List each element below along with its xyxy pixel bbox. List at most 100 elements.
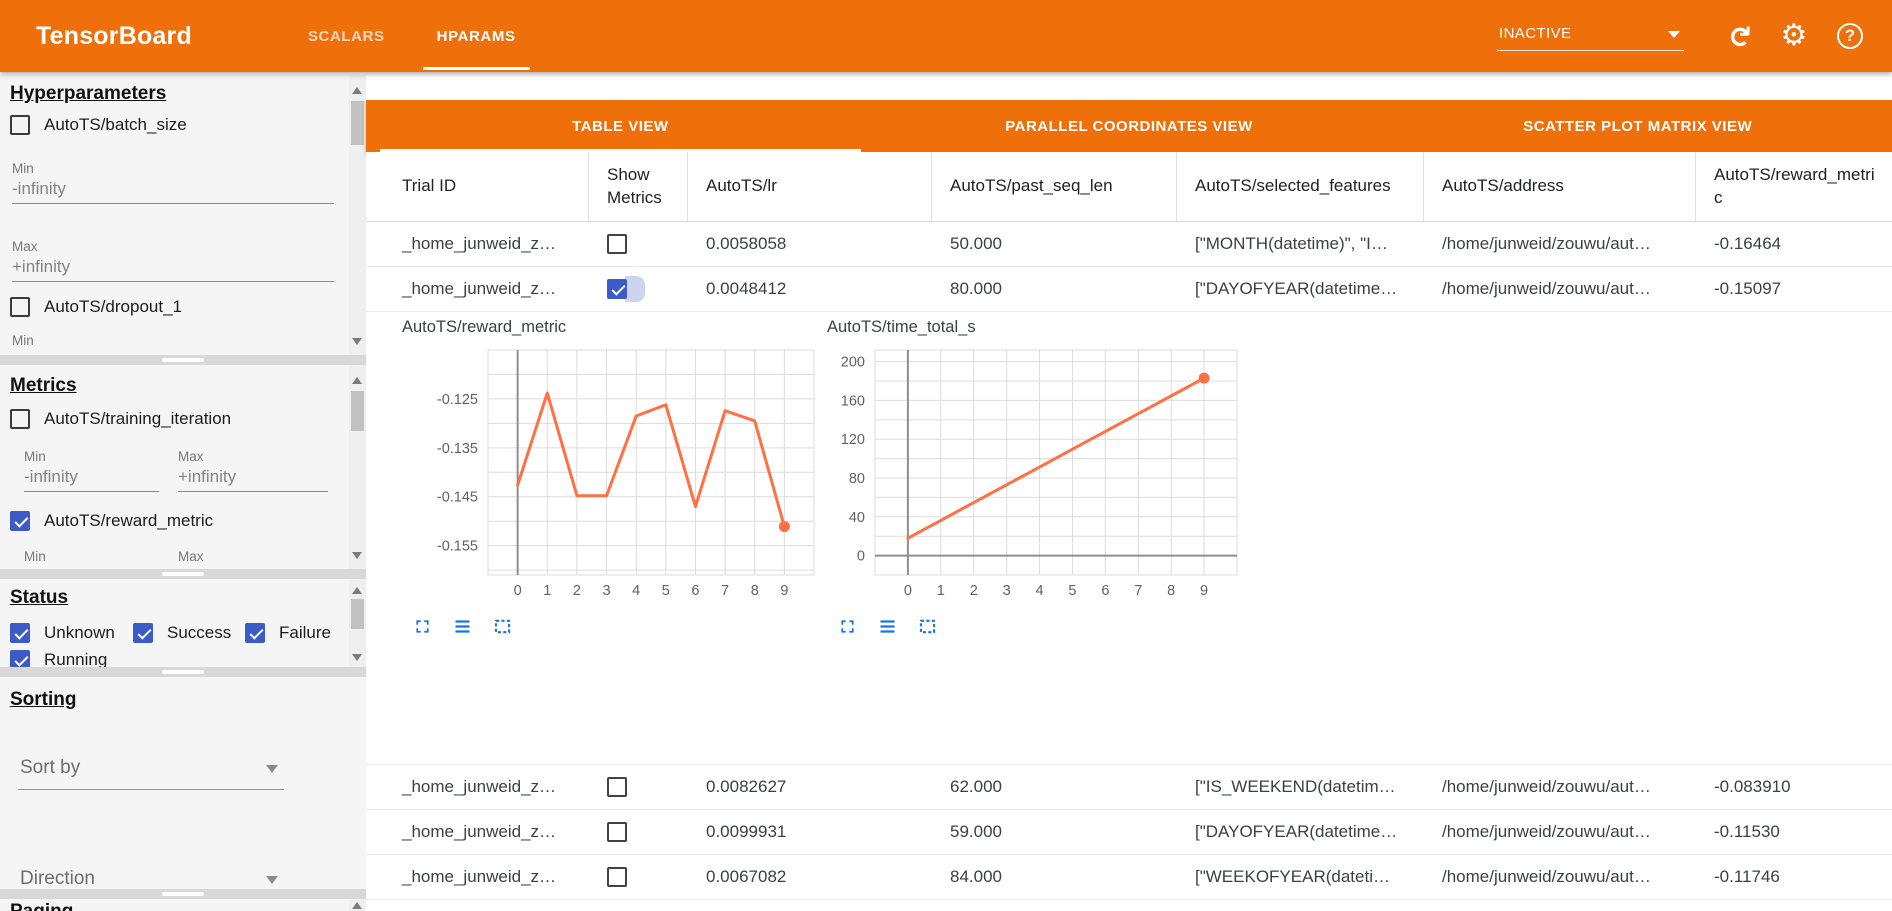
col-past-seq-len[interactable]: AutoTS/past_seq_len xyxy=(932,152,1177,221)
table-row: _home_junweid_z… 0.0099931 59.000 ["DAYO… xyxy=(366,810,1892,855)
raw-data-icon[interactable] xyxy=(452,616,473,637)
raw-data-icon[interactable] xyxy=(877,616,898,637)
panel-resize-divider[interactable] xyxy=(0,355,366,365)
drag-handle[interactable] xyxy=(162,572,204,576)
min-input[interactable]: -infinity xyxy=(12,179,334,204)
show-metrics-checkbox[interactable] xyxy=(607,279,627,299)
tab-table-view[interactable]: TABLE VIEW xyxy=(366,100,875,152)
parallel-coordinates-label: PARALLEL COORDINATES VIEW xyxy=(1005,118,1253,135)
scroll-up-icon[interactable] xyxy=(352,377,362,384)
status-success[interactable]: Success xyxy=(133,623,231,643)
cell-reward-metric: -0.11746 xyxy=(1696,855,1892,899)
cell-show-metrics xyxy=(589,810,688,854)
max-input[interactable]: +infinity xyxy=(12,257,334,282)
show-metrics-toggle[interactable] xyxy=(607,867,627,887)
reward-metric-checkbox[interactable] xyxy=(10,511,30,531)
tab-parallel-coordinates-view[interactable]: PARALLEL COORDINATES VIEW xyxy=(875,100,1384,152)
tab-hparams[interactable]: HPARAMS xyxy=(411,0,542,72)
scrollbar[interactable] xyxy=(349,899,366,911)
chart-toolbar xyxy=(402,616,827,637)
svg-text:6: 6 xyxy=(691,583,699,599)
scroll-up-icon[interactable] xyxy=(352,902,362,909)
scroll-up-icon[interactable] xyxy=(352,587,362,594)
running-checkbox[interactable] xyxy=(10,650,30,667)
help-icon[interactable]: ? xyxy=(1834,20,1866,52)
selection-box-icon[interactable] xyxy=(492,616,513,637)
reward-metric-chart[interactable]: -0.125-0.135-0.145-0.1550123456789 xyxy=(402,344,827,608)
min-input[interactable]: -infinity xyxy=(24,467,159,492)
batch-size-checkbox[interactable] xyxy=(10,115,30,135)
drag-handle[interactable] xyxy=(162,358,204,362)
scroll-down-icon[interactable] xyxy=(352,338,362,345)
status-running[interactable]: Running xyxy=(10,650,107,667)
cell-address: /home/junweid/zouwu/aut… xyxy=(1424,810,1696,854)
time-total-chart[interactable]: 200160120804000123456789 xyxy=(827,344,1252,608)
run-status-dropdown[interactable]: INACTIVE xyxy=(1497,21,1684,51)
training-iteration-checkbox[interactable] xyxy=(10,409,30,429)
col-reward-metric[interactable]: AutoTS/reward_metric xyxy=(1696,152,1892,221)
drag-handle[interactable] xyxy=(162,892,204,896)
max-input[interactable]: +infinity xyxy=(178,467,328,492)
direction-select[interactable]: Direction xyxy=(18,868,284,889)
tab-scatter-plot-matrix-view[interactable]: SCATTER PLOT MATRIX VIEW xyxy=(1383,100,1892,152)
svg-text:-0.125: -0.125 xyxy=(437,392,478,408)
cell-lr: 0.0067082 xyxy=(688,855,932,899)
col-selected-features[interactable]: AutoTS/selected_features xyxy=(1177,152,1424,221)
training-iteration-label: AutoTS/training_iteration xyxy=(44,409,231,429)
hparam-batch-size-row[interactable]: AutoTS/batch_size xyxy=(10,115,187,135)
col-trial-id[interactable]: Trial ID xyxy=(366,152,589,221)
show-metrics-checkbox[interactable] xyxy=(607,777,627,797)
scroll-thumb[interactable] xyxy=(351,391,364,431)
failure-checkbox[interactable] xyxy=(245,623,265,643)
unknown-label: Unknown xyxy=(44,623,115,643)
dashboard-tabs: SCALARS HPARAMS xyxy=(282,0,542,72)
scrollbar[interactable] xyxy=(349,579,366,667)
scroll-thumb[interactable] xyxy=(351,599,364,629)
show-metrics-toggle[interactable] xyxy=(607,777,627,797)
panel-resize-divider[interactable] xyxy=(0,889,366,899)
expand-icon[interactable] xyxy=(412,616,433,637)
panel-resize-divider[interactable] xyxy=(0,667,366,677)
col-show-metrics[interactable]: Show Metrics xyxy=(589,152,688,221)
panel-resize-divider[interactable] xyxy=(0,569,366,579)
success-checkbox[interactable] xyxy=(133,623,153,643)
cell-trial-id: _home_junweid_z… xyxy=(366,855,589,899)
tab-scalars[interactable]: SCALARS xyxy=(282,0,411,72)
show-metrics-checkbox[interactable] xyxy=(607,822,627,842)
expand-icon[interactable] xyxy=(837,616,858,637)
cell-selected-features: ["DAYOFYEAR(datetime… xyxy=(1177,267,1424,311)
reload-icon[interactable]: ↻ xyxy=(1722,20,1754,52)
scroll-up-icon[interactable] xyxy=(352,87,362,94)
tab-hparams-label: HPARAMS xyxy=(437,28,516,45)
paging-heading: Paging xyxy=(10,901,73,911)
view-tabs: TABLE VIEW PARALLEL COORDINATES VIEW SCA… xyxy=(366,100,1892,152)
selection-box-icon[interactable] xyxy=(917,616,938,637)
show-metrics-toggle[interactable] xyxy=(607,234,627,254)
scroll-down-icon[interactable] xyxy=(352,654,362,661)
show-metrics-toggle[interactable] xyxy=(607,822,627,842)
col-address[interactable]: AutoTS/address xyxy=(1424,152,1696,221)
settings-gear-icon[interactable]: ⚙ xyxy=(1778,20,1810,52)
scrollbar[interactable] xyxy=(349,365,366,569)
cell-trial-id: _home_junweid_z… xyxy=(366,267,589,311)
metric-reward-row[interactable]: AutoTS/reward_metric xyxy=(10,511,213,531)
drag-handle[interactable] xyxy=(162,670,204,674)
show-metrics-checkbox[interactable] xyxy=(607,867,627,887)
svg-text:200: 200 xyxy=(841,355,865,371)
status-unknown[interactable]: Unknown xyxy=(10,623,115,643)
dropout-checkbox[interactable] xyxy=(10,297,30,317)
success-label: Success xyxy=(167,623,231,643)
show-metrics-toggle[interactable] xyxy=(607,276,645,302)
unknown-checkbox[interactable] xyxy=(10,623,30,643)
sort-by-select[interactable]: Sort by xyxy=(18,757,284,790)
scroll-down-icon[interactable] xyxy=(352,552,362,559)
hparam-dropout-row[interactable]: AutoTS/dropout_1 xyxy=(10,297,182,317)
metric-training-iteration-row[interactable]: AutoTS/training_iteration xyxy=(10,409,231,429)
scrollbar[interactable] xyxy=(349,75,366,355)
col-lr[interactable]: AutoTS/lr xyxy=(688,152,932,221)
status-failure[interactable]: Failure xyxy=(245,623,331,643)
svg-text:7: 7 xyxy=(721,583,729,599)
show-metrics-checkbox[interactable] xyxy=(607,234,627,254)
cell-show-metrics xyxy=(589,267,688,311)
scroll-thumb[interactable] xyxy=(351,101,364,145)
